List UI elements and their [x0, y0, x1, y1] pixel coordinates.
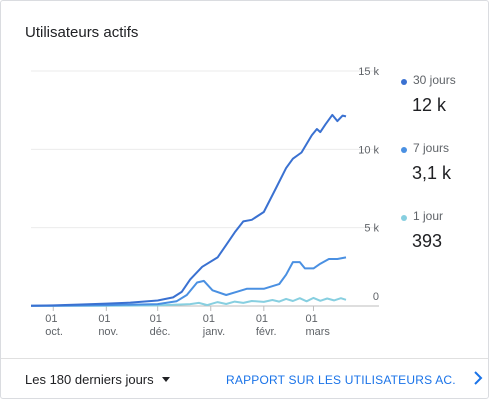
- caret-down-icon: [161, 377, 170, 382]
- date-range-dropdown[interactable]: Les 180 derniers jours: [25, 372, 170, 387]
- series-line-1-jour: [30, 296, 347, 307]
- legend-item-7-days: 7 jours 3,1 k: [401, 139, 486, 207]
- series-line-30-jours: [30, 113, 347, 307]
- card-title: Utilisateurs actifs: [25, 24, 139, 41]
- footer-divider: [1, 358, 488, 359]
- legend-item-30-days: 30 jours 12 k: [401, 71, 486, 139]
- legend-label: 7 jours: [413, 141, 450, 155]
- y-tick-label: 5 k: [364, 223, 379, 235]
- legend-value: 393: [412, 231, 443, 251]
- x-tick-day: 01: [150, 313, 162, 325]
- users-report-link[interactable]: RAPPORT SUR LES UTILISATEURS AC...: [226, 373, 456, 387]
- chart-svg: 05 k10 k15 k01oct.01nov.01déc.01janv.01f…: [30, 66, 379, 338]
- y-tick-label: 0: [373, 291, 379, 303]
- legend-label: 1 jour: [413, 209, 444, 223]
- x-tick-month: févr.: [256, 326, 277, 338]
- x-tick-day: 01: [203, 313, 215, 325]
- date-range-label: Les 180 derniers jours: [25, 372, 154, 387]
- series-line-7-jours: [30, 256, 347, 307]
- chevron-right-icon[interactable]: [471, 369, 485, 387]
- x-tick-day: 01: [45, 313, 57, 325]
- x-tick-month: oct.: [45, 326, 63, 338]
- legend-dot-7-days: [401, 147, 407, 153]
- legend-item-1-day: 1 jour 393: [401, 207, 486, 275]
- x-tick-month: déc.: [150, 326, 171, 338]
- x-tick-month: nov.: [98, 326, 118, 338]
- x-tick-day: 01: [98, 313, 110, 325]
- legend-value: 3,1 k: [412, 163, 452, 183]
- x-tick-day: 01: [305, 313, 317, 325]
- x-tick-month: janv.: [202, 326, 225, 338]
- y-tick-label: 10 k: [358, 144, 379, 156]
- y-tick-label: 15 k: [358, 66, 379, 78]
- legend: 30 jours 12 k 7 jours 3,1 k 1 jour 393: [401, 71, 486, 275]
- x-tick-month: mars: [305, 326, 330, 338]
- legend-dot-1-day: [401, 215, 407, 221]
- legend-label: 30 jours: [413, 73, 456, 87]
- legend-dot-30-days: [401, 79, 407, 85]
- x-tick-day: 01: [256, 313, 268, 325]
- legend-value: 12 k: [412, 95, 447, 115]
